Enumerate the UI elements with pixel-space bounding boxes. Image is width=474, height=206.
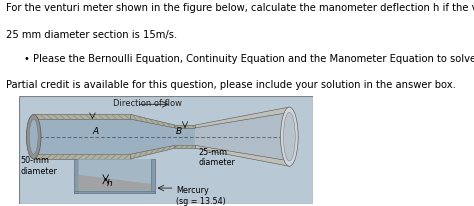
FancyBboxPatch shape — [74, 159, 78, 193]
Text: Mercury
(sg = 13.54): Mercury (sg = 13.54) — [176, 185, 226, 205]
Polygon shape — [195, 113, 289, 161]
Ellipse shape — [281, 108, 298, 166]
Text: B: B — [176, 126, 182, 135]
Polygon shape — [195, 108, 289, 128]
Text: Partial credit is available for this question, please include your solution in t: Partial credit is available for this que… — [6, 79, 456, 89]
Ellipse shape — [29, 119, 38, 154]
Polygon shape — [175, 125, 195, 128]
Polygon shape — [34, 119, 131, 154]
Polygon shape — [131, 115, 175, 128]
Polygon shape — [131, 119, 175, 154]
Polygon shape — [195, 146, 289, 166]
Text: For the venturi meter shown in the figure below, calculate the manometer deflect: For the venturi meter shown in the figur… — [6, 3, 474, 13]
Text: 50-mm
diameter: 50-mm diameter — [20, 156, 57, 175]
Polygon shape — [78, 159, 151, 191]
FancyBboxPatch shape — [19, 97, 313, 204]
Polygon shape — [34, 154, 131, 159]
FancyBboxPatch shape — [74, 191, 155, 193]
Text: Direction of flow: Direction of flow — [113, 98, 182, 107]
Text: 25 mm diameter section is 15m/s.: 25 mm diameter section is 15m/s. — [6, 30, 177, 40]
Polygon shape — [175, 146, 195, 149]
Text: • Please the Bernoulli Equation, Continuity Equation and the Manometer Equation : • Please the Bernoulli Equation, Continu… — [24, 54, 474, 63]
Polygon shape — [34, 115, 131, 119]
Text: 25-mm
diameter: 25-mm diameter — [198, 147, 235, 166]
Polygon shape — [78, 175, 151, 191]
Ellipse shape — [27, 115, 41, 159]
Text: h: h — [107, 178, 113, 187]
Text: A: A — [92, 126, 99, 135]
Ellipse shape — [283, 113, 295, 161]
FancyBboxPatch shape — [151, 159, 155, 193]
Polygon shape — [131, 146, 175, 159]
Polygon shape — [175, 128, 195, 146]
